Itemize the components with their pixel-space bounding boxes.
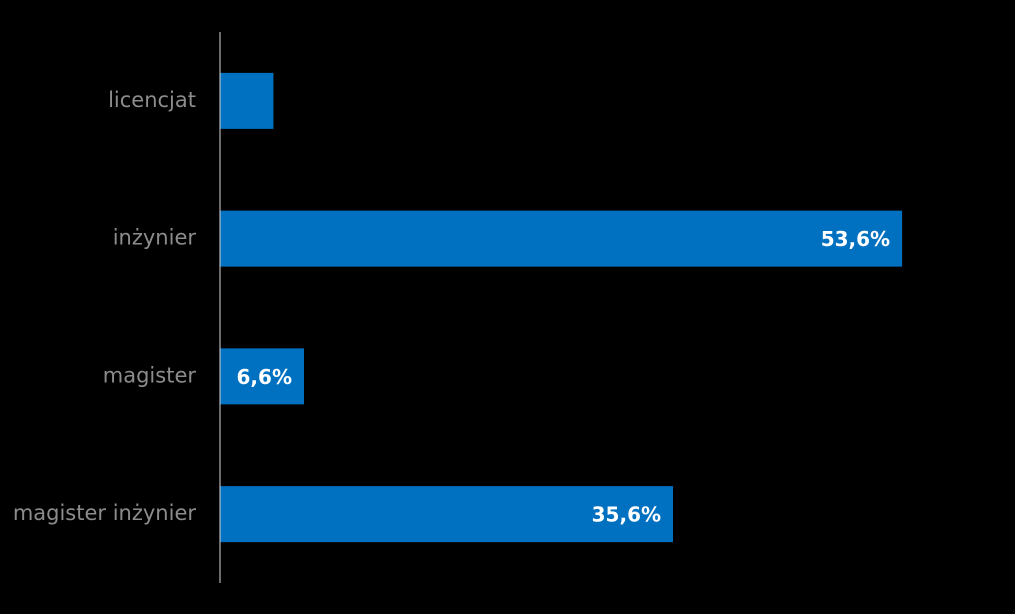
bar — [220, 348, 304, 405]
y-tick-label: inżynier — [113, 226, 197, 250]
bar — [220, 210, 903, 267]
value-label: 6,6% — [237, 365, 292, 389]
bar — [220, 72, 274, 129]
y-tick-label: licencjat — [108, 88, 196, 112]
bar — [220, 486, 674, 543]
y-tick-label: magister inżynier — [13, 501, 197, 525]
value-label: 35,6% — [592, 503, 661, 527]
y-tick-label: magister — [103, 363, 197, 387]
value-label: 53,6% — [821, 227, 890, 251]
